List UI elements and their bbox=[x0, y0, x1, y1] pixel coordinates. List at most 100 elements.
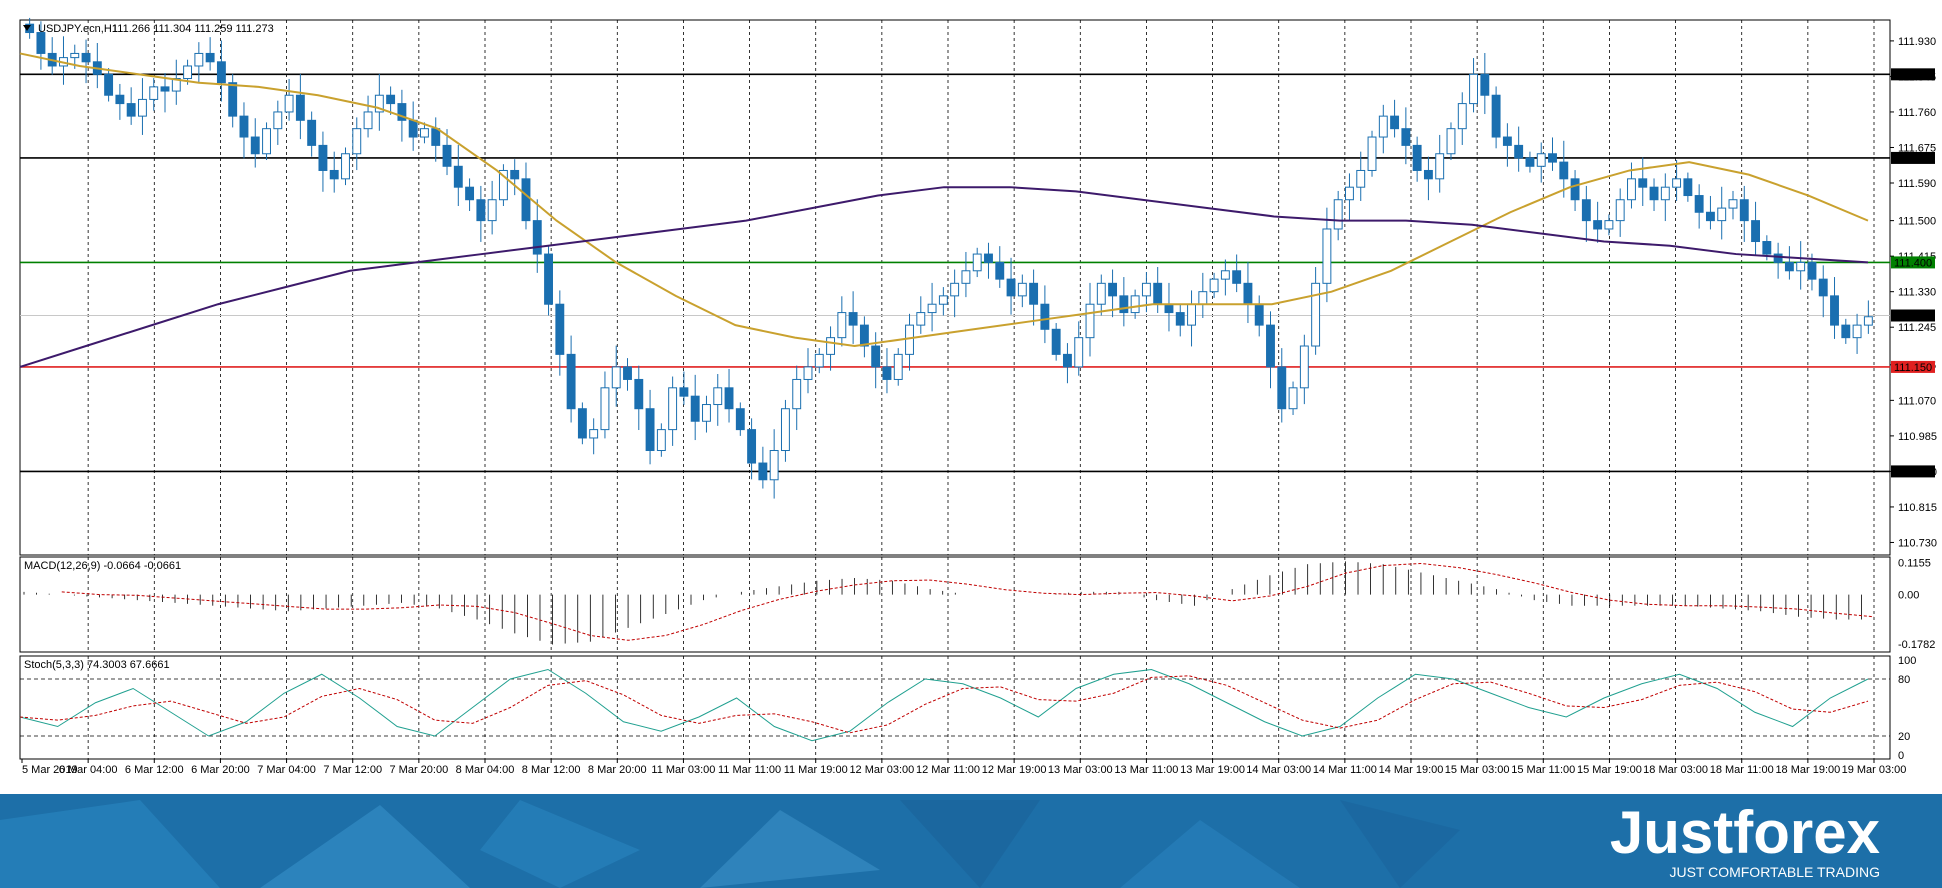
y-tick-label: 111.245 bbox=[1898, 322, 1936, 334]
chart-header-ohlc: 111.266 111.304 111.259 111.273 bbox=[112, 23, 274, 35]
price-level-label: 111.650 bbox=[1894, 153, 1932, 165]
candle-body bbox=[1108, 282, 1118, 297]
candle-body bbox=[544, 253, 553, 305]
brand-banner: Justforex JUST COMFORTABLE TRADING bbox=[0, 794, 1942, 888]
candle-body bbox=[1852, 324, 1862, 339]
x-tick-label: 14 Mar 19:00 bbox=[1379, 764, 1444, 776]
candle-body bbox=[848, 312, 858, 326]
candle-body bbox=[634, 378, 644, 410]
stoch-header: Stoch(5,3,3) 74.3003 67.6661 bbox=[24, 659, 170, 671]
candle-body bbox=[1356, 169, 1366, 188]
candle-body bbox=[408, 119, 418, 138]
candle-body bbox=[352, 128, 362, 155]
candle-body bbox=[1187, 303, 1196, 326]
price-level-label: 111.400 bbox=[1894, 257, 1932, 269]
x-tick-label: 13 Mar 11:00 bbox=[1114, 764, 1178, 776]
candle-body bbox=[1266, 324, 1275, 368]
brand-logo: Justforex bbox=[1610, 799, 1880, 866]
candle-body bbox=[1029, 282, 1039, 305]
candle-body bbox=[837, 312, 847, 339]
candle-body bbox=[1604, 220, 1614, 230]
y-tick-label: 111.500 bbox=[1898, 216, 1936, 228]
candle-body bbox=[1220, 270, 1230, 280]
candle-body bbox=[1581, 199, 1591, 222]
candle-body bbox=[577, 408, 587, 439]
candle-body bbox=[1807, 261, 1817, 280]
candle-body bbox=[318, 144, 328, 171]
x-tick-label: 18 Mar 11:00 bbox=[1710, 764, 1774, 776]
banner-shape bbox=[260, 805, 470, 888]
candle-body bbox=[1863, 316, 1873, 326]
stoch-grid bbox=[20, 656, 1890, 759]
candle-body bbox=[859, 324, 869, 347]
x-tick-label: 11 Mar 11:00 bbox=[718, 764, 781, 776]
candle-body bbox=[205, 52, 215, 63]
candle-body bbox=[1739, 199, 1749, 222]
x-tick-label: 15 Mar 11:00 bbox=[1511, 764, 1575, 776]
candle-body bbox=[1446, 128, 1456, 155]
candle-body bbox=[273, 111, 283, 130]
candle-body bbox=[1570, 178, 1580, 201]
candle-body bbox=[1119, 295, 1129, 314]
candle-body bbox=[420, 128, 429, 138]
candle-body bbox=[758, 462, 768, 481]
stoch-y-label: 80 bbox=[1898, 674, 1910, 686]
candle-body bbox=[1784, 261, 1794, 272]
x-tick-label: 12 Mar 03:00 bbox=[849, 764, 914, 776]
candle-body bbox=[600, 387, 610, 431]
x-tick-label: 13 Mar 19:00 bbox=[1180, 764, 1245, 776]
candle-body bbox=[1232, 270, 1242, 284]
candle-body bbox=[1299, 345, 1309, 389]
dropdown-triangle-icon[interactable] bbox=[23, 25, 31, 31]
candle-body bbox=[1367, 136, 1377, 171]
candle-body bbox=[1333, 199, 1343, 230]
chart-header-symbol: USDJPY.ecn,H1 bbox=[38, 23, 118, 35]
price-level-tag bbox=[1891, 360, 1935, 373]
candle-body bbox=[510, 169, 520, 180]
banner-shape bbox=[1120, 820, 1300, 888]
price-level-label: 110.900 bbox=[1894, 466, 1933, 478]
candle-body bbox=[194, 52, 204, 67]
ma-slow-line bbox=[19, 186, 1869, 368]
price-level-tag bbox=[1891, 465, 1935, 478]
banner-shape bbox=[700, 810, 880, 888]
candle-body bbox=[521, 178, 531, 222]
candle-body bbox=[1254, 303, 1264, 326]
x-tick-label: 7 Mar 04:00 bbox=[257, 764, 316, 776]
candle-body bbox=[183, 65, 193, 80]
candle-body bbox=[1469, 73, 1478, 105]
y-tick-label: 111.330 bbox=[1898, 287, 1936, 299]
moving-averages bbox=[19, 52, 1869, 368]
candle-body bbox=[171, 78, 181, 92]
candle-body bbox=[1040, 303, 1050, 330]
candle-body bbox=[995, 261, 1005, 280]
candle-body bbox=[1841, 324, 1851, 339]
candle-body bbox=[329, 169, 339, 180]
candle-body bbox=[1705, 211, 1715, 222]
current-price-tag bbox=[1891, 309, 1935, 322]
x-tick-label: 19 Mar 03:00 bbox=[1842, 764, 1907, 776]
candle-body bbox=[1525, 157, 1535, 167]
candle-body bbox=[1694, 195, 1704, 213]
price-axis: 111.930111.845111.760111.675111.590111.5… bbox=[1890, 36, 1937, 549]
candle-body bbox=[216, 61, 226, 84]
candle-body bbox=[905, 324, 914, 355]
candle-body bbox=[1390, 115, 1400, 130]
stoch-signal-line bbox=[19, 675, 1869, 734]
candle-body bbox=[1423, 169, 1433, 180]
candle-body bbox=[1818, 278, 1828, 297]
candle-body bbox=[1288, 387, 1298, 410]
macd-y-label: 0.1155 bbox=[1898, 558, 1931, 570]
x-tick-label: 12 Mar 11:00 bbox=[916, 764, 980, 776]
candle-body bbox=[262, 128, 271, 155]
candle-body bbox=[1153, 282, 1163, 305]
candle-body bbox=[950, 282, 960, 297]
macd-y-label: -0.1782 bbox=[1898, 639, 1935, 651]
candle-body bbox=[81, 52, 91, 63]
candle-body bbox=[1615, 199, 1625, 222]
candle-body bbox=[149, 86, 159, 100]
candle-body bbox=[1017, 282, 1027, 297]
candle-body bbox=[284, 94, 294, 113]
candle-body bbox=[442, 144, 452, 167]
